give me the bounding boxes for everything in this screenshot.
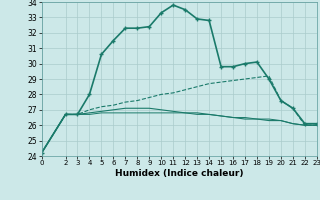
X-axis label: Humidex (Indice chaleur): Humidex (Indice chaleur) bbox=[115, 169, 244, 178]
